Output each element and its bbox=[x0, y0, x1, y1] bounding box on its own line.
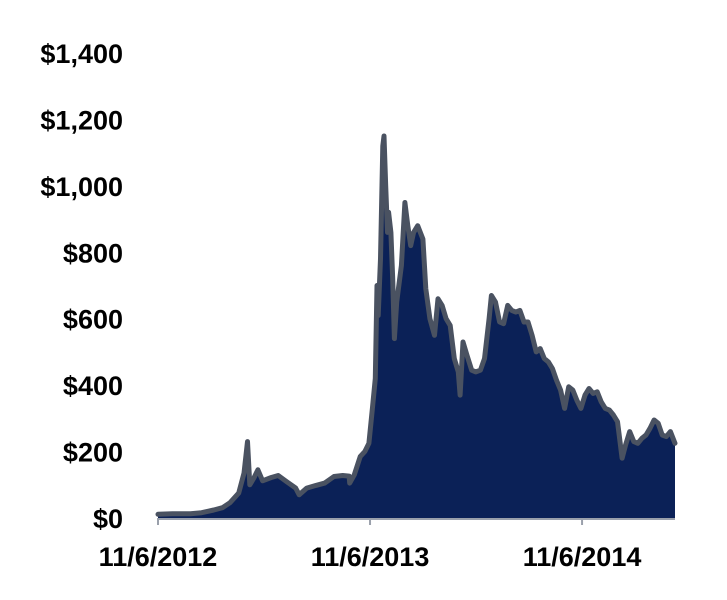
x-axis-ticks bbox=[157, 518, 584, 525]
x-tick-label: 11/6/2014 bbox=[523, 542, 642, 572]
y-tick-label: $600 bbox=[63, 305, 123, 335]
y-axis-labels: $0 $200 $400 $600 $800 $1,000 $1,200 $1,400 bbox=[40, 39, 123, 534]
y-tick-label: $1,200 bbox=[40, 105, 123, 135]
y-tick-label: $400 bbox=[63, 371, 123, 401]
y-tick-label: $200 bbox=[63, 438, 123, 468]
x-tick-label: 11/6/2013 bbox=[311, 542, 430, 572]
series-area-fill bbox=[158, 136, 675, 518]
y-tick-label: $1,400 bbox=[40, 39, 123, 69]
x-axis-labels: 11/6/2012 11/6/2013 11/6/2014 bbox=[99, 542, 642, 572]
x-tick-label: 11/6/2012 bbox=[99, 542, 218, 572]
y-tick-label: $1,000 bbox=[40, 172, 123, 202]
y-tick-label: $0 bbox=[93, 504, 123, 534]
y-tick-label: $800 bbox=[63, 238, 123, 268]
series-line bbox=[155, 133, 678, 517]
